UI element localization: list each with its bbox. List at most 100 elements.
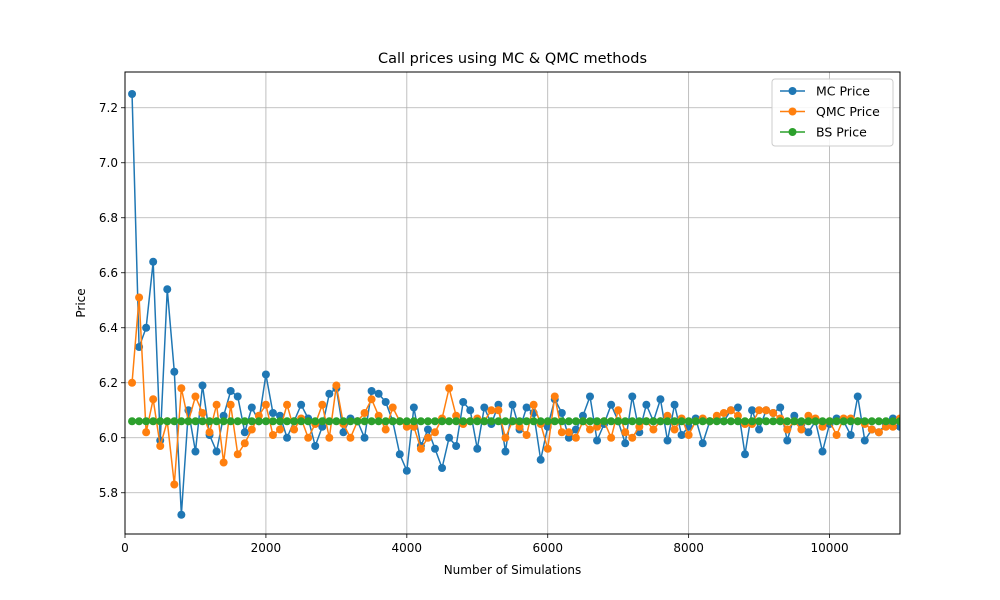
data-point — [395, 450, 404, 459]
data-point — [445, 433, 454, 442]
data-point — [593, 422, 602, 431]
data-point — [564, 433, 573, 442]
data-point — [480, 403, 489, 412]
x-tick-label: 8000 — [673, 541, 704, 555]
data-point — [360, 409, 369, 417]
data-point — [670, 425, 679, 434]
data-point — [733, 417, 742, 426]
data-point — [233, 392, 242, 401]
data-point — [748, 406, 757, 415]
y-tick-label: 6.4 — [99, 321, 118, 335]
data-point — [177, 417, 186, 426]
data-point — [388, 403, 397, 412]
data-point — [226, 417, 235, 426]
data-point — [642, 417, 651, 426]
data-point — [529, 400, 538, 409]
data-point — [156, 442, 165, 450]
data-point — [297, 400, 306, 409]
data-point — [135, 293, 144, 302]
data-point — [586, 417, 594, 426]
data-point — [776, 417, 785, 426]
data-point — [473, 417, 482, 426]
data-point — [755, 417, 764, 426]
data-point — [543, 444, 552, 453]
data-point — [698, 439, 707, 448]
y-tick-label: 6.6 — [99, 266, 118, 280]
chart-title: Call prices using MC & QMC methods — [378, 51, 647, 67]
data-point — [283, 433, 292, 442]
data-point — [304, 417, 313, 426]
data-point — [501, 417, 510, 426]
data-point — [543, 417, 552, 426]
data-point — [628, 433, 637, 442]
data-point — [783, 417, 792, 426]
data-point — [268, 409, 277, 417]
data-point — [219, 417, 228, 426]
data-point — [670, 417, 679, 426]
data-point — [888, 417, 897, 426]
data-point — [205, 428, 214, 437]
y-tick-label: 6.2 — [99, 376, 118, 390]
data-point — [402, 417, 411, 426]
data-point — [332, 381, 341, 390]
data-point — [198, 409, 207, 417]
data-point — [318, 400, 327, 409]
data-point — [755, 406, 764, 415]
data-point — [593, 436, 602, 445]
data-point — [839, 417, 848, 426]
data-point — [853, 392, 862, 401]
data-point — [423, 425, 432, 434]
data-point — [776, 403, 785, 412]
data-point — [212, 400, 221, 409]
data-point — [649, 417, 658, 426]
data-point — [881, 417, 890, 426]
data-point — [741, 450, 749, 459]
data-point — [832, 417, 841, 426]
data-point — [797, 417, 806, 426]
series-bs-price — [128, 417, 900, 426]
data-point — [663, 417, 672, 426]
data-point — [762, 406, 771, 415]
data-point — [170, 417, 179, 426]
series-layer — [128, 90, 900, 519]
data-point — [283, 417, 292, 426]
data-point — [409, 403, 418, 412]
data-point — [149, 395, 158, 404]
data-point — [261, 417, 270, 426]
data-point — [374, 417, 383, 426]
data-point — [550, 392, 559, 401]
legend-marker — [788, 87, 797, 95]
data-point — [459, 398, 468, 406]
data-point — [452, 411, 461, 420]
data-point — [388, 417, 397, 426]
y-tick-label: 7.0 — [99, 156, 118, 170]
data-point — [536, 455, 545, 464]
data-point — [318, 417, 327, 426]
data-point — [557, 417, 566, 426]
data-point — [438, 464, 447, 472]
data-point — [733, 411, 742, 420]
data-point — [783, 425, 792, 434]
data-point — [748, 417, 757, 426]
data-point — [353, 417, 362, 426]
x-tick-label: 2000 — [251, 541, 282, 555]
data-point — [811, 417, 820, 426]
data-point — [381, 425, 390, 434]
data-point — [896, 417, 900, 426]
data-point — [423, 433, 432, 442]
data-point — [466, 406, 475, 415]
data-point — [797, 425, 806, 434]
data-point — [642, 400, 651, 409]
data-point — [360, 417, 369, 426]
data-point — [586, 392, 594, 401]
data-point — [726, 417, 735, 426]
data-point — [205, 417, 214, 426]
data-point — [283, 400, 292, 409]
y-tick-label: 6.8 — [99, 211, 118, 225]
data-point — [367, 417, 376, 426]
y-tick-label: 5.8 — [99, 486, 118, 500]
data-point — [522, 431, 531, 439]
data-point — [670, 400, 679, 409]
data-point — [564, 428, 573, 437]
data-point — [881, 422, 890, 431]
